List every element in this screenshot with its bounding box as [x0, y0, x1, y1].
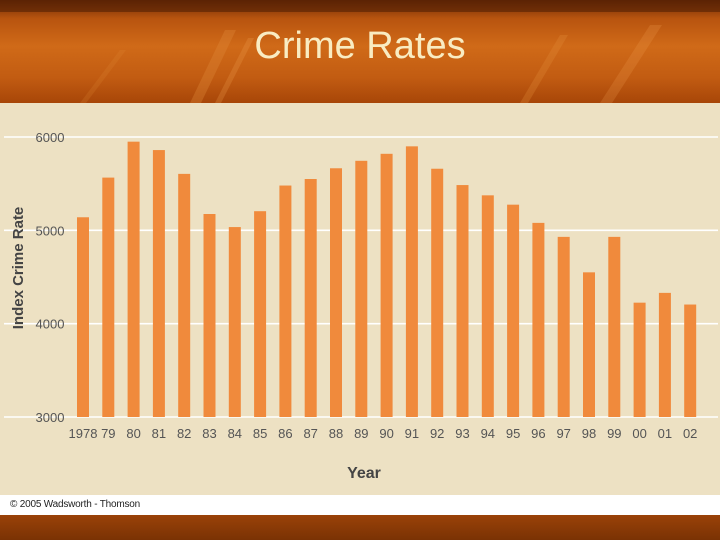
header-decoration — [0, 0, 720, 103]
bar-86 — [279, 185, 292, 417]
bar-88 — [330, 168, 342, 417]
x-tick-label: 80 — [126, 426, 140, 441]
chart-panel: 3000 4000 5000 6000 1978 79 80 81 82 83 84 85 86 87 8… — [0, 103, 720, 495]
y-axis-ticks: 3000 4000 5000 6000 — [36, 130, 65, 425]
x-tick-label: 92 — [430, 426, 444, 441]
x-tick-label: 84 — [228, 426, 242, 441]
x-tick-label: 99 — [607, 426, 621, 441]
bar-series — [77, 141, 697, 418]
bar-95 — [507, 204, 520, 417]
bar-83 — [203, 214, 216, 417]
bar-01 — [658, 292, 671, 417]
x-tick-label: 98 — [582, 426, 596, 441]
x-tick-label: 96 — [531, 426, 545, 441]
bar-84 — [228, 227, 241, 417]
x-tick-label: 95 — [506, 426, 520, 441]
bar-chart: 3000 4000 5000 6000 1978 79 80 81 82 83 84 85 86 87 8… — [4, 130, 718, 482]
y-tick-label: 5000 — [36, 223, 65, 238]
bar-82 — [178, 173, 191, 417]
bar-85 — [254, 211, 267, 417]
slide-header: Crime Rates — [0, 0, 720, 103]
bar-90 — [380, 153, 393, 418]
bottom-band — [0, 515, 720, 540]
x-axis-title: Year — [347, 465, 381, 482]
bar-00 — [633, 302, 646, 417]
bar-92 — [431, 168, 444, 417]
x-tick-label: 88 — [329, 426, 343, 441]
x-tick-label: 91 — [405, 426, 419, 441]
x-tick-label: 01 — [658, 426, 672, 441]
bar-02 — [684, 304, 697, 417]
y-axis-title: Index Crime Rate — [10, 207, 27, 330]
x-tick-label: 00 — [632, 426, 646, 441]
x-tick-label: 82 — [177, 426, 191, 441]
bar-79 — [102, 177, 115, 417]
x-axis-ticks: 1978 79 80 81 82 83 84 85 86 87 88 89 90 91 92 93 94 95 96… — [69, 426, 698, 441]
bar-81 — [152, 150, 165, 418]
bar-94 — [481, 195, 494, 417]
x-tick-label: 87 — [303, 426, 317, 441]
bar-93 — [456, 185, 469, 417]
x-tick-label: 93 — [455, 426, 469, 441]
x-tick-label: 89 — [354, 426, 368, 441]
bar-87 — [304, 179, 317, 417]
bar-98 — [583, 272, 595, 417]
bar-80 — [127, 141, 140, 417]
bar-91 — [405, 146, 418, 418]
x-tick-label: 83 — [202, 426, 216, 441]
x-tick-label: 85 — [253, 426, 267, 441]
bar-1978 — [77, 217, 89, 417]
bar-97 — [557, 236, 570, 417]
x-tick-label: 86 — [278, 426, 292, 441]
x-tick-label: 90 — [379, 426, 393, 441]
slide-title: Crime Rates — [254, 25, 466, 67]
x-tick-label: 94 — [481, 426, 495, 441]
bar-96 — [532, 222, 545, 417]
bar-99 — [608, 236, 621, 417]
footer-strip: © 2005 Wadsworth - Thomson — [0, 495, 720, 515]
copyright-notice: © 2005 Wadsworth - Thomson — [10, 499, 141, 510]
y-tick-label: 3000 — [36, 410, 65, 425]
x-tick-label: 79 — [101, 426, 115, 441]
x-tick-label: 81 — [152, 426, 166, 441]
bar-89 — [355, 160, 368, 418]
y-tick-label: 4000 — [36, 317, 65, 332]
x-tick-label: 1978 — [69, 426, 98, 441]
x-tick-label: 97 — [556, 426, 570, 441]
x-tick-label: 02 — [683, 426, 697, 441]
y-tick-label: 6000 — [36, 130, 65, 145]
